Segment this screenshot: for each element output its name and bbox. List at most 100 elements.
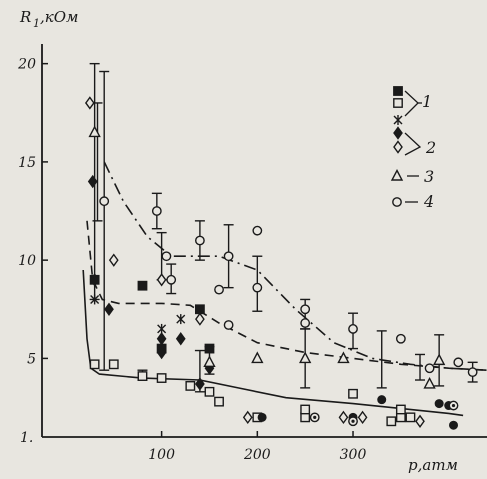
circled-dot-point-8-1 (348, 416, 358, 427)
open-diamond-point-4-3 (195, 312, 205, 326)
filled-diamond-point-3-0 (87, 174, 98, 189)
filled-circle-point-7-4 (449, 420, 459, 430)
legend-symbol-open-square (393, 98, 403, 108)
filled-circle-point-7-0 (257, 412, 267, 422)
open-triangle-point-5-3 (299, 351, 312, 364)
open-diamond-point-4-2 (156, 273, 167, 287)
open-circle-point-6-1 (151, 206, 162, 216)
open-diamond-point-4-6 (357, 410, 368, 425)
open-square-point-0-11 (386, 416, 397, 427)
asterisk-point-2-2 (176, 314, 186, 325)
error-bar-11 (415, 353, 426, 381)
filled-diamond-point-3-2 (104, 302, 114, 316)
open-triangle-point-5-1 (203, 355, 216, 368)
y-origin-label: 1. (20, 430, 33, 446)
open-square-point-0-13 (405, 412, 416, 423)
legend-label-3: 3 (424, 167, 434, 186)
y-axis-label-unit: ,кОм (40, 8, 78, 26)
filled-diamond-point-3-5 (156, 345, 167, 360)
open-circle-point-6-15 (223, 320, 234, 330)
open-circle-point-6-14 (166, 274, 177, 285)
open-square-point-0-12 (395, 412, 406, 423)
curve-2 (86, 220, 487, 371)
open-circle-point-6-11 (424, 363, 435, 374)
open-circle-point-6-16 (214, 284, 224, 295)
open-square-point-0-9 (300, 404, 311, 415)
x-tick-label-2: 300 (340, 447, 367, 463)
legend-symbol-filled-square (393, 86, 403, 96)
error-bar-10 (376, 330, 387, 389)
open-diamond-point-4-7 (415, 414, 425, 428)
filled-diamond-point-3-7 (195, 377, 205, 391)
circled-dot-point-8-2 (448, 400, 459, 411)
legend-symbol-filled-diamond (393, 126, 403, 140)
plot-area: 100 200 300 5 10 15 20 (17, 44, 487, 463)
open-square-point-0-5 (204, 386, 215, 397)
open-diamond-point-4-5 (338, 410, 349, 425)
open-square-point-0-4 (185, 381, 196, 391)
x-axis-label: p,атм (408, 456, 458, 474)
filled-circle-point-7-5 (434, 399, 444, 409)
legend-label-1: 1 (422, 92, 432, 111)
open-circle-point-6-13 (467, 367, 478, 378)
open-square-point-0-2 (137, 371, 148, 381)
legend-symbol-open-circle (392, 197, 402, 207)
open-circle-point-6-10 (395, 333, 406, 344)
open-square-point-0-8 (300, 412, 311, 423)
open-square-point-0-3 (156, 373, 167, 383)
filled-square-point-1-3 (195, 304, 205, 315)
legend-bracket-2 (404, 132, 422, 156)
open-circle-point-6-6 (252, 282, 263, 293)
curve-1 (82, 269, 464, 417)
y-axis-label-subscript: 1 (33, 17, 40, 30)
open-triangle-point-5-5 (423, 376, 436, 389)
filled-square-point-1-4 (204, 343, 215, 354)
open-circle-point-6-5 (252, 225, 263, 236)
open-circle-point-6-12 (453, 357, 464, 368)
open-square-point-0-1 (108, 359, 119, 370)
open-triangle-point-5-4 (337, 351, 350, 364)
open-square-point-0-10 (348, 388, 358, 399)
open-circle-point-6-2 (161, 251, 172, 262)
open-diamond-point-4-0 (84, 96, 95, 110)
open-circle-point-6-4 (223, 251, 234, 262)
open-square-point-0-0 (89, 359, 100, 370)
open-diamond-point-4-1 (108, 253, 119, 267)
y-axis-label: R 1 ,кОм (19, 8, 78, 30)
legend-label-2: 2 (425, 138, 436, 157)
legend-symbol-open-diamond (393, 140, 403, 154)
y-tick-label-2: 15 (18, 155, 36, 171)
open-square-point-0-6 (214, 396, 224, 407)
x-tick-label-1: 200 (243, 447, 271, 463)
y-tick-label-1: 10 (18, 253, 36, 269)
open-diamond-point-4-4 (242, 410, 253, 425)
legend-label-4: 4 (423, 192, 434, 211)
circled-dot-point-8-0 (309, 412, 320, 423)
filled-square-point-1-1 (137, 280, 148, 291)
open-circle-point-6-0 (99, 196, 110, 207)
open-triangle-point-5-0 (88, 125, 101, 138)
circled-dot-center (313, 415, 317, 419)
circled-dot-center (351, 419, 355, 423)
legend-bracket-1 (404, 90, 419, 117)
x-tick-label-0: 100 (148, 447, 175, 463)
legend: 1 2 3 4 (390, 86, 436, 211)
filled-diamond-point-3-3 (156, 332, 167, 346)
open-circle-point-6-7 (300, 304, 311, 315)
y-tick-label-3: 20 (17, 57, 36, 73)
y-axis-label-main: R (19, 8, 31, 26)
circled-dot-center (451, 403, 456, 408)
legend-symbol-asterisk (393, 115, 403, 125)
open-circle-point-6-3 (195, 235, 205, 246)
filled-diamond-point-3-6 (175, 332, 186, 346)
open-triangle-point-5-6 (432, 353, 446, 366)
filled-diamond-point-3-1 (89, 273, 100, 287)
error-bar-2 (99, 70, 110, 371)
open-circle-point-6-9 (348, 324, 358, 334)
y-tick-label-0: 5 (27, 351, 36, 367)
filled-circle-point-7-2 (377, 395, 387, 405)
legend-symbol-open-triangle (390, 168, 404, 181)
curve-4 (103, 161, 487, 371)
open-circle-point-6-8 (300, 318, 311, 328)
